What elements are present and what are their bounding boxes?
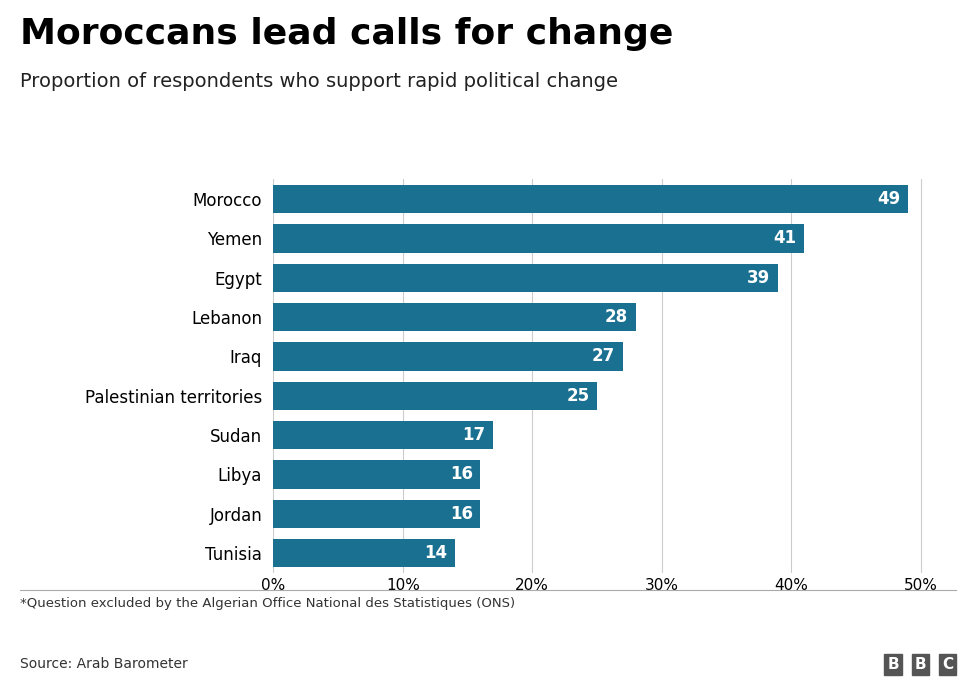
Text: 25: 25 bbox=[566, 386, 590, 405]
Text: 14: 14 bbox=[424, 544, 447, 562]
Text: 27: 27 bbox=[591, 347, 615, 366]
Text: Moroccans lead calls for change: Moroccans lead calls for change bbox=[20, 17, 672, 51]
Bar bbox=[273, 500, 480, 528]
Bar bbox=[273, 185, 908, 213]
Text: Proportion of respondents who support rapid political change: Proportion of respondents who support ra… bbox=[20, 72, 618, 92]
Text: 17: 17 bbox=[463, 426, 486, 444]
Bar bbox=[273, 342, 623, 371]
Text: 28: 28 bbox=[605, 308, 629, 326]
Text: 49: 49 bbox=[876, 190, 900, 208]
Bar bbox=[273, 421, 494, 449]
Text: 16: 16 bbox=[450, 465, 472, 484]
Text: 41: 41 bbox=[773, 229, 796, 248]
Text: C: C bbox=[942, 657, 954, 672]
Text: B: B bbox=[887, 657, 899, 672]
Text: 16: 16 bbox=[450, 504, 472, 523]
Bar bbox=[273, 460, 480, 489]
Text: Source: Arab Barometer: Source: Arab Barometer bbox=[20, 657, 187, 671]
Bar bbox=[273, 382, 597, 410]
Text: 39: 39 bbox=[748, 268, 771, 287]
Bar bbox=[273, 264, 779, 292]
Text: B: B bbox=[915, 657, 926, 672]
Bar bbox=[273, 303, 636, 331]
Text: *Question excluded by the Algerian Office National des Statistiques (ONS): *Question excluded by the Algerian Offic… bbox=[20, 597, 514, 610]
Bar bbox=[273, 224, 804, 253]
Bar bbox=[273, 539, 455, 567]
